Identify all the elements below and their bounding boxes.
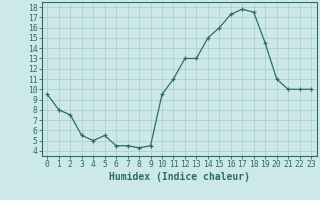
X-axis label: Humidex (Indice chaleur): Humidex (Indice chaleur) [109, 172, 250, 182]
